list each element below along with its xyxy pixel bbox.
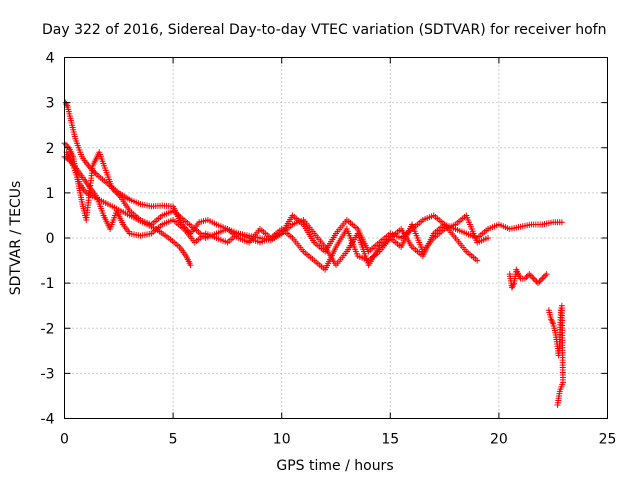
data-point (62, 141, 69, 148)
data-point (537, 277, 544, 284)
x-tick-label: 15 (381, 432, 399, 448)
data-point (548, 317, 555, 324)
data-point (542, 272, 549, 279)
y-tick-label: -2 (41, 321, 55, 337)
x-axis-label: GPS time / hours (276, 458, 393, 474)
data-point (474, 257, 481, 264)
data-point (539, 275, 546, 282)
y-tick-label: 3 (46, 96, 55, 112)
data-point (558, 219, 565, 226)
y-tick-label: 2 (46, 141, 55, 157)
x-tick-label: 0 (60, 432, 69, 448)
y-tick-label: -1 (41, 276, 55, 292)
data-point (543, 271, 550, 278)
data-point (527, 272, 534, 279)
x-tick-label: 5 (169, 432, 178, 448)
data-point (529, 274, 536, 281)
series-tail-22h (545, 302, 566, 408)
x-tick-label: 10 (273, 432, 291, 448)
data-point (485, 235, 492, 241)
axes: 0 5 10 15 20 25 -4 -3 -2 -1 0 1 2 3 4 (41, 51, 617, 448)
y-tick-label: 1 (46, 186, 55, 202)
data-point (532, 277, 539, 284)
y-tick-label: 4 (46, 51, 55, 67)
data-point (549, 319, 556, 326)
x-tick-label: 20 (490, 432, 508, 448)
grid-lines (64, 57, 608, 419)
y-tick-label: -3 (41, 366, 55, 382)
data-point (530, 275, 537, 282)
chart-title: Day 322 of 2016, Sidereal Day-to-day VTE… (42, 22, 606, 38)
data-point (540, 274, 547, 281)
y-tick-label: -4 (41, 412, 55, 428)
y-axis-label: SDTVAR / TECUs (8, 181, 24, 296)
series-tail-20h (506, 266, 550, 291)
data-point (534, 280, 541, 287)
data-point (523, 274, 530, 281)
data-point (554, 401, 561, 408)
data-point (509, 283, 516, 290)
data-point (187, 262, 194, 269)
data-point (536, 278, 543, 285)
x-tick-label: 25 (599, 432, 617, 448)
data-points (61, 99, 566, 408)
series-track-c (61, 153, 481, 273)
plot-frame (64, 57, 608, 419)
data-point (526, 271, 533, 278)
y-tick-label: 0 (46, 231, 55, 247)
